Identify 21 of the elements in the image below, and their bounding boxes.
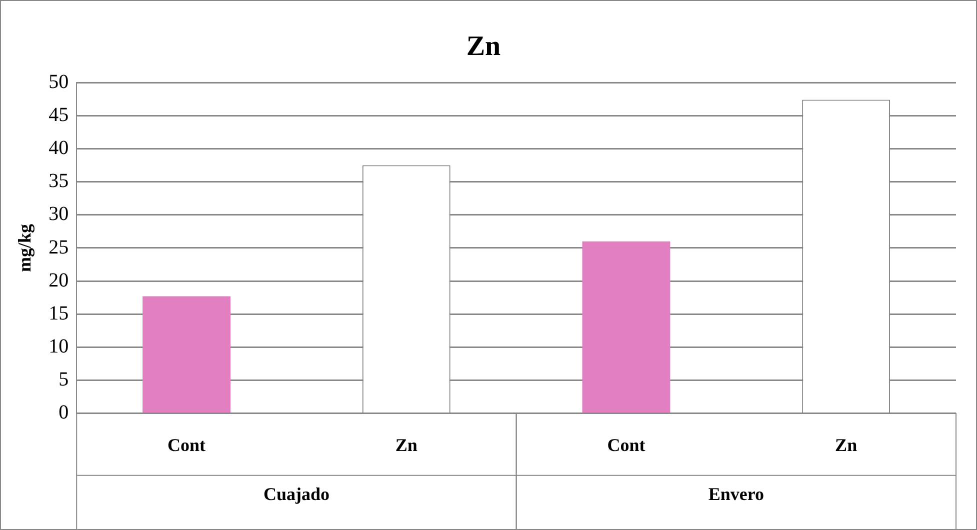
x-tick-label: Zn <box>395 434 418 455</box>
y-tick-label: 25 <box>48 236 69 258</box>
y-tick-label: 45 <box>48 104 69 126</box>
y-tick-label: 10 <box>48 335 69 358</box>
chart-title: Zn <box>466 31 502 62</box>
y-tick-label: 5 <box>58 368 69 391</box>
y-tick-label: 35 <box>48 170 69 192</box>
y-tick-label: 50 <box>48 70 69 93</box>
bar <box>142 296 230 413</box>
text: Envero <box>708 484 764 504</box>
text: Cuajado <box>263 484 330 504</box>
bar <box>582 241 670 413</box>
x-tick-label: Cont <box>168 434 206 455</box>
y-tick-label: 0 <box>58 402 69 424</box>
y-tick-label: 30 <box>48 203 69 226</box>
y-tick-label: 40 <box>48 137 69 160</box>
y-axis-title: mg/kg <box>14 224 34 272</box>
y-tick-label: 20 <box>48 269 69 292</box>
x-tick-label: Zn <box>835 434 858 455</box>
y-tick-label: 15 <box>48 302 69 324</box>
x-tick-label: Cont <box>607 434 646 455</box>
